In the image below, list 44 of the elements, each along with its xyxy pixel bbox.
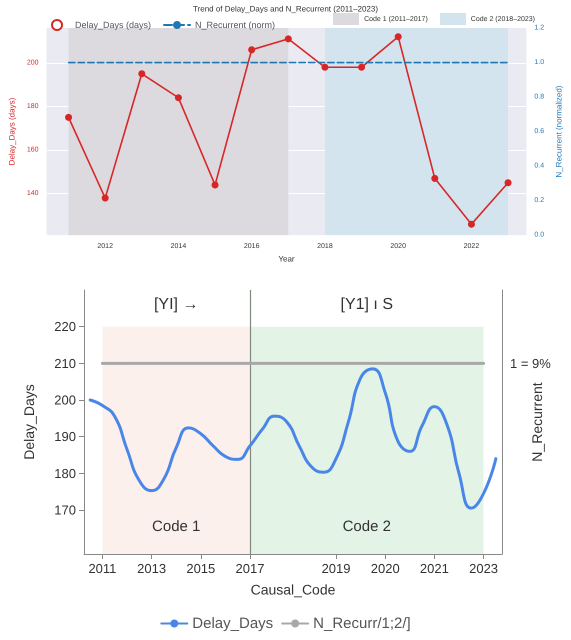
y-axis-title: Delay_Days (days): [8, 97, 16, 166]
x-tick-label: 2021: [420, 561, 449, 576]
x-tick-label: 2019: [322, 561, 350, 576]
point: [174, 94, 182, 102]
point: [431, 174, 438, 182]
point: [65, 114, 72, 121]
chart-title: Trend of Delay_Days and N_Recurrent (2011–2023): [193, 4, 378, 14]
line-series: [88, 367, 498, 510]
legend-label: Delay_Days: [192, 615, 274, 632]
annotation: [Y1] ı S: [340, 296, 393, 314]
x-tick-label: 2013: [137, 561, 166, 576]
y-tick-label: 220: [54, 319, 76, 334]
x-axis-title: Causal_Code: [250, 582, 336, 598]
y-tick-label: 200: [54, 392, 76, 408]
y-axis-title: Delay_Days: [21, 384, 37, 460]
x-tick-label: 2017: [236, 561, 264, 576]
x-tick-label: 2011: [88, 561, 116, 576]
point: [468, 220, 475, 228]
y2-axis-title: N_Recurrent: [529, 382, 545, 462]
x-tick-label: 2015: [186, 561, 216, 576]
x-tick-label: 2023: [469, 561, 498, 576]
point: [248, 46, 256, 54]
x-axis-title: Year: [278, 254, 295, 264]
point: [212, 181, 219, 188]
y-tick-label: 190: [54, 429, 76, 444]
band-label: Code 2: [342, 518, 391, 535]
y-tick-label: 180: [54, 466, 76, 481]
point: [504, 179, 512, 186]
point: [102, 194, 109, 202]
legend-label: N_Recurrent (norm): [195, 20, 276, 30]
band-label: Code 1: [152, 518, 200, 535]
point: [138, 70, 146, 78]
x-tick-label: 2020: [370, 561, 400, 576]
point: [284, 35, 292, 42]
annotation: [YI] →: [154, 296, 198, 314]
text: 1 = 9%: [510, 356, 552, 371]
y-tick-label: 170: [54, 502, 76, 518]
legend-label: N_Recurr/1;2/]: [313, 615, 411, 632]
point: [358, 64, 366, 71]
y2-axis-title: N_Recurrent (normalized): [554, 85, 564, 178]
y-tick-label: 210: [54, 356, 76, 371]
point: [321, 64, 328, 71]
point: [394, 33, 402, 40]
legend-label: Delay_Days (days): [75, 20, 152, 30]
